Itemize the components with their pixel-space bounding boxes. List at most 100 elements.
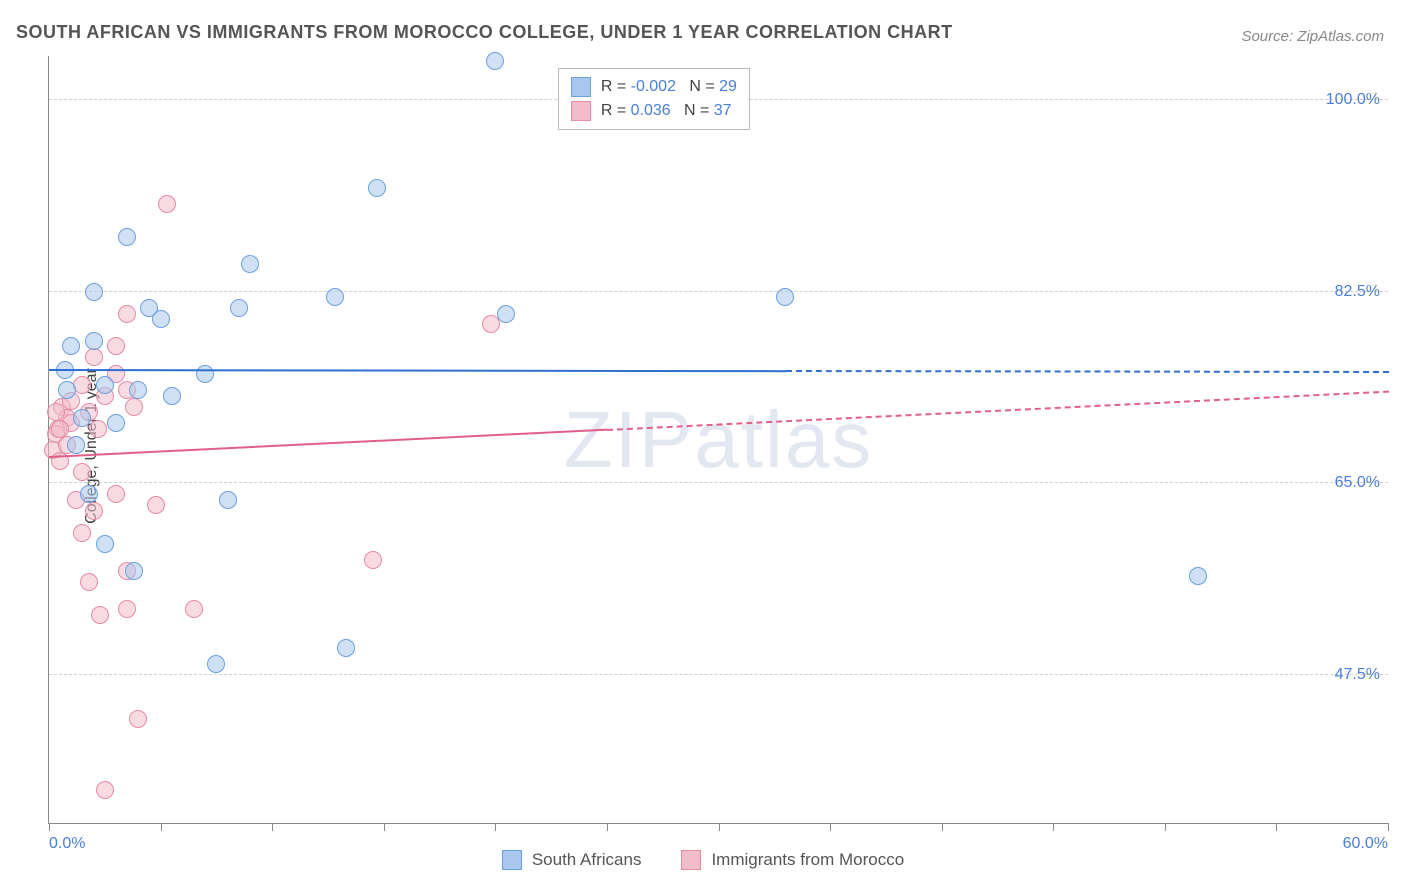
y-tick-label: 47.5% [1335, 666, 1380, 684]
gridline [49, 482, 1388, 483]
x-tick [161, 823, 162, 831]
chart-title: SOUTH AFRICAN VS IMMIGRANTS FROM MOROCCO… [16, 22, 953, 43]
data-point-immigrants-morocco [96, 781, 114, 799]
data-point-south-africans [125, 562, 143, 580]
data-point-south-africans [62, 337, 80, 355]
data-point-south-africans [497, 305, 515, 323]
data-point-immigrants-morocco [58, 436, 76, 454]
data-point-south-africans [196, 365, 214, 383]
data-point-south-africans [129, 381, 147, 399]
data-point-south-africans [337, 639, 355, 657]
data-point-immigrants-morocco [158, 195, 176, 213]
legend-label: South Africans [532, 850, 642, 870]
data-point-south-africans [80, 485, 98, 503]
data-point-south-africans [67, 436, 85, 454]
x-tick [384, 823, 385, 831]
y-tick-label: 82.5% [1335, 283, 1380, 301]
x-tick [607, 823, 608, 831]
data-point-immigrants-morocco [47, 425, 65, 443]
gridline [49, 674, 1388, 675]
data-point-immigrants-morocco [107, 365, 125, 383]
data-point-immigrants-morocco [49, 420, 67, 438]
data-point-immigrants-morocco [73, 524, 91, 542]
data-point-immigrants-morocco [62, 414, 80, 432]
data-point-immigrants-morocco [118, 600, 136, 618]
legend-label: Immigrants from Morocco [711, 850, 904, 870]
data-point-south-africans [96, 376, 114, 394]
legend-item-south-africans: South Africans [502, 850, 642, 870]
data-point-immigrants-morocco [80, 573, 98, 591]
data-point-south-africans [241, 255, 259, 273]
plot-area: ZIPatlas 47.5%65.0%82.5%100.0%0.0%60.0%R… [48, 56, 1388, 824]
stats-swatch-icon [571, 77, 591, 97]
data-point-immigrants-morocco [125, 398, 143, 416]
data-point-immigrants-morocco [73, 463, 91, 481]
data-point-immigrants-morocco [85, 502, 103, 520]
legend-item-immigrants-morocco: Immigrants from Morocco [681, 850, 904, 870]
watermark-text: ZIPatlas [564, 394, 873, 486]
x-tick [830, 823, 831, 831]
data-point-south-africans [486, 52, 504, 70]
data-point-south-africans [118, 228, 136, 246]
legend-swatch-icon [681, 850, 701, 870]
data-point-south-africans [96, 535, 114, 553]
data-point-immigrants-morocco [53, 398, 71, 416]
data-point-immigrants-morocco [73, 376, 91, 394]
stats-row: R = -0.002 N = 29 [571, 75, 737, 99]
x-tick [1165, 823, 1166, 831]
regression-line-immigrants-morocco [49, 429, 607, 458]
data-point-south-africans [230, 299, 248, 317]
y-tick-label: 65.0% [1335, 474, 1380, 492]
data-point-south-africans [368, 179, 386, 197]
stats-row: R = 0.036 N = 37 [571, 99, 737, 123]
data-point-immigrants-morocco [118, 381, 136, 399]
data-point-immigrants-morocco [118, 305, 136, 323]
chart-container: SOUTH AFRICAN VS IMMIGRANTS FROM MOROCCO… [0, 0, 1406, 892]
data-point-immigrants-morocco [185, 600, 203, 618]
regression-line-south-africans [786, 370, 1389, 373]
data-point-south-africans [207, 655, 225, 673]
x-tick [1053, 823, 1054, 831]
data-point-immigrants-morocco [482, 315, 500, 333]
data-point-immigrants-morocco [58, 409, 76, 427]
y-tick-label: 100.0% [1326, 91, 1380, 109]
stats-text: R = -0.002 N = 29 [601, 75, 737, 99]
data-point-south-africans [85, 332, 103, 350]
data-point-south-africans [107, 414, 125, 432]
data-point-immigrants-morocco [85, 348, 103, 366]
regression-line-south-africans [49, 369, 786, 372]
data-point-immigrants-morocco [91, 606, 109, 624]
x-tick [942, 823, 943, 831]
data-point-immigrants-morocco [118, 562, 136, 580]
data-point-south-africans [140, 299, 158, 317]
data-point-immigrants-morocco [67, 491, 85, 509]
x-tick [1276, 823, 1277, 831]
stats-swatch-icon [571, 101, 591, 121]
source-attribution: Source: ZipAtlas.com [1241, 28, 1384, 45]
data-point-immigrants-morocco [80, 403, 98, 421]
data-point-immigrants-morocco [62, 392, 80, 410]
data-point-immigrants-morocco [107, 337, 125, 355]
data-point-immigrants-morocco [364, 551, 382, 569]
stats-legend: R = -0.002 N = 29R = 0.036 N = 37 [558, 68, 750, 130]
x-tick [1388, 823, 1389, 831]
x-tick [272, 823, 273, 831]
data-point-south-africans [58, 381, 76, 399]
data-point-immigrants-morocco [47, 403, 65, 421]
data-point-immigrants-morocco [147, 496, 165, 514]
data-point-immigrants-morocco [89, 420, 107, 438]
data-point-immigrants-morocco [96, 387, 114, 405]
x-tick [719, 823, 720, 831]
data-point-south-africans [219, 491, 237, 509]
data-point-south-africans [152, 310, 170, 328]
data-point-south-africans [85, 283, 103, 301]
stats-text: R = 0.036 N = 37 [601, 99, 732, 123]
legend-swatch-icon [502, 850, 522, 870]
data-point-immigrants-morocco [129, 710, 147, 728]
gridline [49, 291, 1388, 292]
x-tick [49, 823, 50, 831]
data-point-immigrants-morocco [107, 485, 125, 503]
data-point-south-africans [73, 409, 91, 427]
regression-line-immigrants-morocco [607, 391, 1389, 431]
x-tick [495, 823, 496, 831]
